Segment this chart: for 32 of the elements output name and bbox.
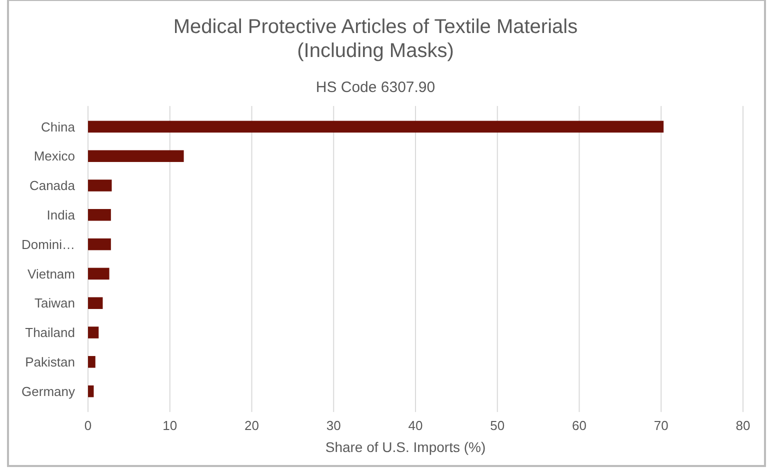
x-tick-label: 30 xyxy=(326,418,341,433)
y-tick-label: China xyxy=(41,119,76,134)
bar xyxy=(88,356,96,368)
x-tick-label: 80 xyxy=(736,418,750,433)
bar xyxy=(88,180,112,192)
y-tick-label: Pakistan xyxy=(25,354,75,370)
y-tick-label: Mexico xyxy=(34,148,75,164)
x-tick-label: 60 xyxy=(572,418,586,433)
y-tick-label: Domini… xyxy=(22,236,75,252)
bar xyxy=(88,385,94,398)
bar xyxy=(88,238,111,250)
bar xyxy=(88,268,110,280)
x-tick-label: 20 xyxy=(244,418,259,433)
chart-subtitle: HS Code 6307.90 xyxy=(316,79,436,96)
x-tick-label: 0 xyxy=(84,418,92,433)
y-tick-label: Thailand xyxy=(25,325,75,340)
x-tick-label: 70 xyxy=(654,418,668,433)
y-tick-label: Germany xyxy=(22,384,76,399)
x-tick-label: 10 xyxy=(162,418,178,433)
y-tick-label: Taiwan xyxy=(34,296,75,311)
bar xyxy=(88,150,184,162)
y-tick-label: Vietnam xyxy=(28,266,75,282)
bar xyxy=(88,297,103,309)
y-tick-label: Canada xyxy=(29,178,76,194)
x-axis-title: Share of U.S. Imports (%) xyxy=(325,439,486,455)
chart-title: Medical Protective Articles of Textile Materials (Including Masks) xyxy=(173,16,578,62)
x-tick-label: 40 xyxy=(408,418,423,433)
x-tick-label: 50 xyxy=(490,418,505,433)
bar xyxy=(88,326,99,338)
bar xyxy=(88,120,664,133)
bar xyxy=(88,209,111,221)
y-tick-label: India xyxy=(46,207,76,222)
